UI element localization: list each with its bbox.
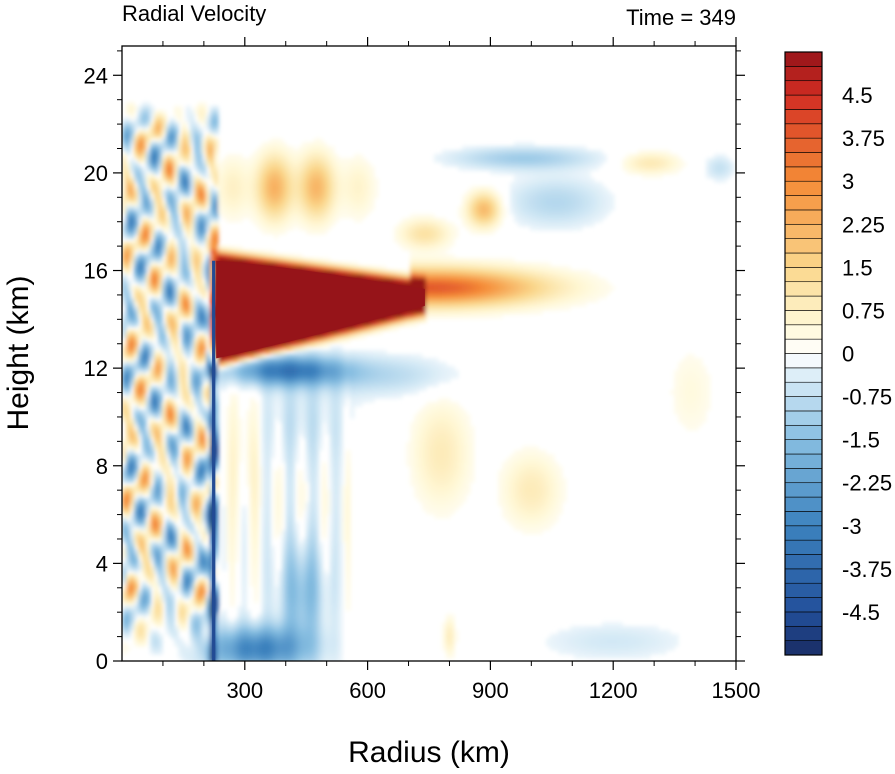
- colorbar-swatch: [784, 597, 823, 613]
- y-tick-label: 8: [96, 454, 108, 479]
- plot-frame: [121, 45, 737, 662]
- colorbar-swatch: [784, 554, 823, 570]
- y-axis-label: Height (km): [2, 275, 35, 430]
- colorbar-swatch: [784, 640, 823, 656]
- colorbar-tick-label: 0: [842, 342, 854, 367]
- colorbar-swatch: [784, 267, 823, 283]
- colorbar-swatch: [784, 611, 823, 627]
- colorbar-tick-label: 3: [842, 169, 854, 194]
- colorbar-swatch: [784, 252, 823, 268]
- colorbar-swatch: [784, 109, 823, 125]
- colorbar-tick-label: 3.75: [842, 126, 885, 151]
- colorbar-swatch: [784, 66, 823, 82]
- y-tick-label: 16: [84, 259, 108, 284]
- x-axis-label: Radius (km): [348, 736, 510, 769]
- colorbar-swatch: [784, 195, 823, 211]
- colorbar-swatch: [784, 166, 823, 182]
- x-tick-label: 600: [349, 678, 386, 703]
- colorbar-tick-label: -4.5: [842, 600, 880, 625]
- colorbar-tick-label: 2.25: [842, 212, 885, 237]
- colorbar-swatch: [784, 281, 823, 297]
- colorbar-swatch: [784, 223, 823, 239]
- colorbar-swatch: [784, 439, 823, 455]
- colorbar-tick-label: 1.5: [842, 255, 873, 280]
- y-tick-label: 0: [96, 649, 108, 674]
- colorbar-swatch: [784, 511, 823, 527]
- colorbar-tick-label: 4.5: [842, 83, 873, 108]
- x-tick-label: 300: [226, 678, 263, 703]
- colorbar-swatch: [784, 582, 823, 598]
- colorbar-swatch: [784, 468, 823, 484]
- colorbar-tick-label: -3: [842, 514, 862, 539]
- colorbar-frame: [784, 51, 823, 656]
- colorbar-swatch: [784, 625, 823, 641]
- colorbar-swatch: [784, 539, 823, 555]
- colorbar-swatch: [784, 180, 823, 196]
- colorbar-swatch: [784, 410, 823, 426]
- colorbar-swatch: [784, 137, 823, 153]
- colorbar-swatch: [784, 396, 823, 412]
- colorbar-tick-label: -3.75: [842, 557, 892, 582]
- colorbar-swatch: [784, 152, 823, 168]
- chart-title: Radial Velocity: [122, 1, 266, 26]
- y-tick-label: 20: [84, 161, 108, 186]
- y-tick-label: 24: [84, 63, 108, 88]
- colorbar-swatch: [784, 496, 823, 512]
- y-tick-label: 4: [96, 551, 108, 576]
- x-axis: 300 600 900 1200 1500: [162, 37, 761, 703]
- colorbar-swatch: [784, 568, 823, 584]
- x-tick-label: 1500: [712, 678, 761, 703]
- colorbar-swatch: [784, 324, 823, 340]
- colorbar-swatch: [784, 381, 823, 397]
- y-axis: 0 4 8 12 16 20 24: [84, 50, 745, 674]
- colorbar-swatch: [784, 353, 823, 369]
- x-tick-label: 900: [472, 678, 509, 703]
- plot-area: [121, 45, 737, 662]
- colorbar-tick-label: 0.75: [842, 298, 885, 323]
- colorbar-tick-label: -0.75: [842, 385, 892, 410]
- colorbar-swatch: [784, 94, 823, 110]
- outflow-jet-core: [216, 260, 425, 359]
- colorbar-swatch: [784, 453, 823, 469]
- colorbar-swatch: [784, 367, 823, 383]
- colorbar-swatch: [784, 238, 823, 254]
- colorbar-tick-label: -2.25: [842, 471, 892, 496]
- colorbar-swatch: [784, 80, 823, 96]
- colorbar-swatch: [784, 482, 823, 498]
- colorbar-swatch: [784, 525, 823, 541]
- colorbar: 4.5 3.75 3 2.25 1.5 0.75 0 -0.75 -1.5 -2.25 -3 -3.7…: [784, 51, 892, 656]
- colorbar-swatch: [784, 51, 823, 67]
- colorbar-swatch: [784, 310, 823, 326]
- x-tick-label: 1200: [589, 678, 638, 703]
- colorbar-tick-label: -1.5: [842, 428, 880, 453]
- velocity-field: [122, 102, 735, 661]
- colorbar-swatch: [784, 338, 823, 354]
- colorbar-swatch: [784, 424, 823, 440]
- time-label: Time = 349: [626, 5, 736, 30]
- eyewall-inflow-column: [212, 260, 216, 661]
- y-tick-label: 12: [84, 356, 108, 381]
- colorbar-swatch: [784, 295, 823, 311]
- colorbar-swatch: [784, 209, 823, 225]
- colorbar-swatch: [784, 123, 823, 139]
